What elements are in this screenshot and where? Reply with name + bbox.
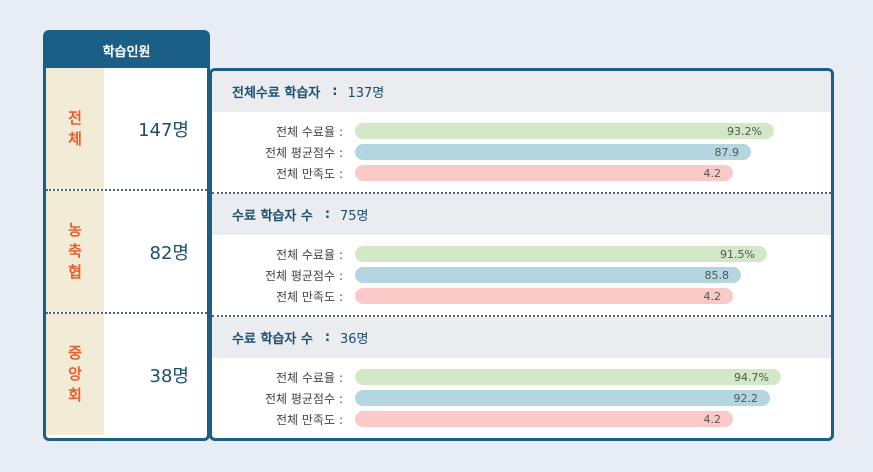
metric-colon: : xyxy=(339,248,344,262)
metric-bar: 4.2 xyxy=(355,165,733,181)
section-title: 수료 학습자 수 xyxy=(232,209,313,224)
metric-label: 전체 평균점수 xyxy=(264,392,335,406)
section-divider xyxy=(212,315,831,317)
metric-value: 91.5% xyxy=(720,247,755,261)
metric-completion-rate: 전체 수료율 : 94.7% xyxy=(212,369,831,387)
metric-value: 4.2 xyxy=(703,289,722,303)
learner-count-panel: 학습인원 전 체 147명 농 축 협 82명 중 앙 회 38명 xyxy=(43,30,210,441)
section-title: 전체수료 학습자 xyxy=(232,86,321,101)
category-char: 협 xyxy=(68,263,82,281)
metric-label: 전체 수료율 xyxy=(275,125,335,139)
metric-bar: 91.5% xyxy=(355,246,767,262)
metric-value: 94.7% xyxy=(734,370,769,384)
metric-value: 4.2 xyxy=(703,166,722,180)
metric-value: 4.2 xyxy=(703,412,722,426)
learner-count: 82명 xyxy=(149,242,189,264)
metric-average-score: 전체 평균점수 : 87.9 xyxy=(212,144,831,162)
metric-colon: : xyxy=(339,413,344,427)
learner-row-central: 중 앙 회 38명 xyxy=(46,314,207,435)
category-char: 축 xyxy=(68,242,82,260)
learner-row-total: 전 체 147명 xyxy=(46,68,207,189)
metric-average-score: 전체 평균점수 : 92.2 xyxy=(212,390,831,408)
metric-bar: 87.9 xyxy=(355,144,751,160)
category-char: 전 xyxy=(68,108,82,127)
section-colon: : xyxy=(332,84,338,99)
section-header: 수료 학습자 수 : 75명 xyxy=(212,194,831,235)
metric-satisfaction: 전체 만족도 : 4.2 xyxy=(212,288,831,306)
category-char: 중 xyxy=(68,344,82,362)
metric-label: 전체 만족도 xyxy=(275,290,335,304)
metric-bar: 4.2 xyxy=(355,288,733,304)
section-colon: : xyxy=(324,330,331,345)
category-label: 전 체 xyxy=(46,68,104,189)
metric-bar: 93.2% xyxy=(355,123,774,139)
metric-average-score: 전체 평균점수 : 85.8 xyxy=(212,267,831,285)
metric-satisfaction: 전체 만족도 : 4.2 xyxy=(212,411,831,429)
metric-completion-rate: 전체 수료율 : 93.2% xyxy=(212,123,831,141)
metric-colon: : xyxy=(339,125,344,139)
row-divider xyxy=(46,189,207,191)
metric-value: 87.9 xyxy=(714,145,740,159)
learner-count-header: 학습인원 xyxy=(43,30,210,70)
metric-colon: : xyxy=(339,167,344,181)
metric-value: 85.8 xyxy=(704,268,730,282)
metric-label: 전체 만족도 xyxy=(275,167,335,181)
metric-label: 전체 평균점수 xyxy=(264,146,335,160)
learner-count: 147명 xyxy=(138,119,189,141)
section-title: 수료 학습자 수 xyxy=(232,332,313,347)
metric-value: 93.2% xyxy=(727,124,762,138)
section-value: 36명 xyxy=(340,332,369,347)
metric-colon: : xyxy=(339,269,344,283)
metric-bar: 4.2 xyxy=(355,411,733,427)
category-label: 농 축 협 xyxy=(46,191,104,312)
metric-label: 전체 평균점수 xyxy=(264,269,335,283)
metric-colon: : xyxy=(339,371,344,385)
metric-bar: 92.2 xyxy=(355,390,770,406)
category-char: 농 xyxy=(68,221,82,239)
stats-section: 전체수료 학습자 : 137명 전체 수료율 : 93.2% 전체 평균점수 :… xyxy=(212,71,831,192)
section-value: 75명 xyxy=(340,209,369,224)
learner-row-nonghyup: 농 축 협 82명 xyxy=(46,191,207,312)
category-label: 중 앙 회 xyxy=(46,314,104,435)
category-char: 체 xyxy=(68,129,82,148)
section-colon: : xyxy=(324,207,331,222)
learner-count: 38명 xyxy=(149,365,189,387)
category-char: 앙 xyxy=(68,365,82,383)
completion-stats-panel: 전체수료 학습자 : 137명 전체 수료율 : 93.2% 전체 평균점수 :… xyxy=(209,68,834,441)
metric-label: 전체 만족도 xyxy=(275,413,335,427)
metric-completion-rate: 전체 수료율 : 91.5% xyxy=(212,246,831,264)
row-divider xyxy=(46,312,207,314)
metric-bar: 94.7% xyxy=(355,369,781,385)
metric-colon: : xyxy=(339,146,344,160)
metric-value: 92.2 xyxy=(733,391,759,405)
metric-colon: : xyxy=(339,290,344,304)
stats-section: 수료 학습자 수 : 75명 전체 수료율 : 91.5% 전체 평균점수 : … xyxy=(212,194,831,315)
metric-label: 전체 수료율 xyxy=(275,371,335,385)
metric-satisfaction: 전체 만족도 : 4.2 xyxy=(212,165,831,183)
section-header: 전체수료 학습자 : 137명 xyxy=(212,71,831,112)
section-divider xyxy=(212,192,831,194)
section-header: 수료 학습자 수 : 36명 xyxy=(212,317,831,358)
stats-section: 수료 학습자 수 : 36명 전체 수료율 : 94.7% 전체 평균점수 : … xyxy=(212,317,831,438)
section-value: 137명 xyxy=(347,86,385,101)
learner-count-body: 전 체 147명 농 축 협 82명 중 앙 회 38명 xyxy=(43,68,210,441)
metric-label: 전체 수료율 xyxy=(275,248,335,262)
category-char: 회 xyxy=(68,386,82,404)
metric-bar: 85.8 xyxy=(355,267,741,283)
metric-colon: : xyxy=(339,392,344,406)
